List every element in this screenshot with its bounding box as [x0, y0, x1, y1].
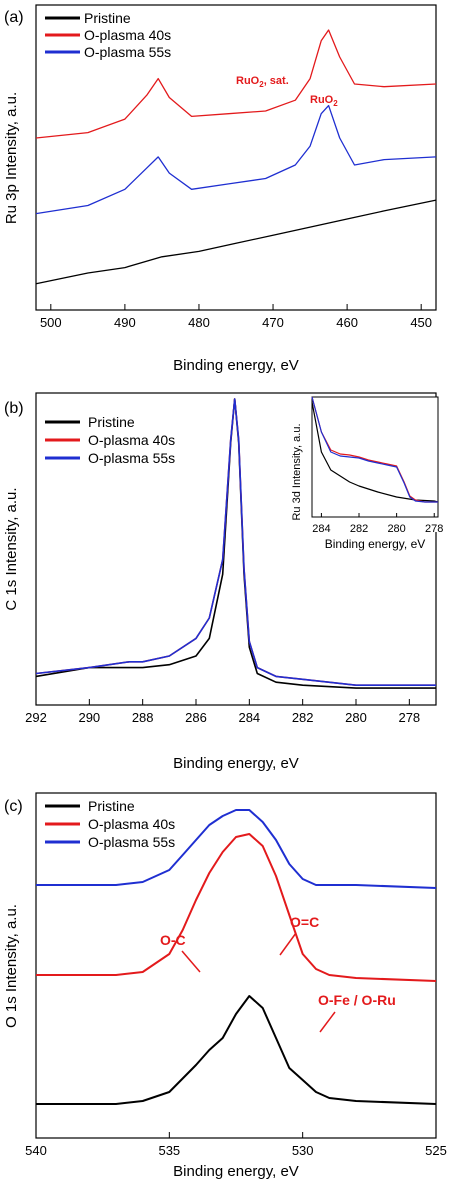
- inset-frame: [311, 396, 439, 518]
- panel-b-x-tick-label-4: 284: [238, 710, 260, 725]
- legend-a-o40-label: O-plasma 40s: [84, 27, 171, 43]
- panel-a-x-ticks: 500 490 480 470 460 450: [40, 304, 432, 330]
- panel-c-series: [36, 809, 437, 1105]
- panel-c-series-0: [36, 995, 437, 1105]
- annotation-o-eq-c: O=C: [290, 914, 319, 930]
- panel-b-series-2: [35, 398, 436, 687]
- panel-b-legend: Pristine O-plasma 40s O-plasma 55s: [45, 414, 175, 466]
- panel-b-frame: [35, 392, 437, 706]
- annotation-o-c-arrow: [181, 950, 201, 973]
- panel-a-letter: (a): [4, 9, 24, 26]
- panel-c-x-tick-label-0: 540: [25, 1143, 47, 1158]
- panel-a-xlabel: Binding energy, eV: [173, 357, 299, 374]
- annotation-o-fe-o-ru: O-Fe / O-Ru: [318, 992, 396, 1008]
- panel-c-legend: Pristine O-plasma 40s O-plasma 55s: [45, 798, 175, 850]
- panel-c-x-tick-label-2: 530: [292, 1143, 314, 1158]
- panel-b-ylabel: C 1s Intensity, a.u.: [3, 487, 20, 610]
- annotation-ruo2: RuO2: [310, 94, 338, 108]
- panel-c-annotations: O-C O=C O-Fe / O-Ru: [160, 914, 396, 1033]
- panel-b-x-tick-label-3: 286: [185, 710, 207, 725]
- panel-a-x-tick-label-1: 490: [114, 315, 136, 330]
- panel-b-x-tick-label-2: 288: [132, 710, 154, 725]
- legend-a-pristine-label: Pristine: [84, 10, 131, 26]
- annotation-o-eq-c-arrow: [279, 932, 297, 956]
- inset-x-tick-label-2: 280: [387, 523, 405, 535]
- panel-b-x-tick-label-0: 292: [25, 710, 47, 725]
- panel-a-series: [35, 29, 437, 285]
- panel-c-x-tick-label-3: 525: [425, 1143, 447, 1158]
- panel-c-series-2: [36, 809, 437, 889]
- legend-c-o40-label: O-plasma 40s: [88, 816, 175, 832]
- legend-c-o55-label: O-plasma 55s: [88, 834, 175, 850]
- panel-c-x-tick-label-1: 535: [158, 1143, 180, 1158]
- annotation-o-c: O-C: [160, 932, 186, 948]
- inset-x-tick-label-0: 284: [312, 523, 330, 535]
- panel-a-series-0: [35, 199, 437, 285]
- panel-a-x-tick-label-4: 460: [336, 315, 358, 330]
- panel-b-x-tick-label-7: 278: [398, 710, 420, 725]
- inset-xlabel: Binding energy, eV: [325, 537, 426, 551]
- panel-a-x-tick-label-3: 470: [262, 315, 284, 330]
- panel-a-x-tick-label-2: 480: [188, 315, 210, 330]
- panel-b-inset: 284 282 280 278 Binding energy, eV Ru 3d In…: [291, 396, 443, 551]
- inset-series: [311, 396, 439, 503]
- panel-b-x-tick-label-5: 282: [292, 710, 314, 725]
- inset-x-tick-label-1: 282: [350, 523, 368, 535]
- panel-a-x-tick-label-0: 500: [40, 315, 62, 330]
- panel-a-series-2: [35, 104, 437, 215]
- panel-c-frame: [35, 792, 437, 1139]
- legend-b-o55-label: O-plasma 55s: [88, 450, 175, 466]
- panel-b-x-ticks: 292 290 288 286 284 282 280 278: [25, 699, 420, 725]
- inset-series-0: [311, 401, 439, 503]
- panel-c-xlabel: Binding energy, eV: [173, 1163, 299, 1180]
- panel-a-annotations: RuO2, sat. RuO2: [236, 75, 338, 108]
- panel-a-legend: Pristine O-plasma 40s O-plasma 55s: [45, 10, 171, 60]
- inset-ylabel: Ru 3d Intensity, a.u.: [291, 423, 303, 520]
- inset-background: [312, 397, 438, 532]
- legend-b-pristine-label: Pristine: [88, 414, 135, 430]
- panel-b-x-tick-label-1: 290: [78, 710, 100, 725]
- panel-b-series: [35, 398, 436, 689]
- panel-c-letter: (c): [4, 798, 23, 815]
- panel-a-series-1: [35, 29, 437, 139]
- inset-x-tick-label-3: 278: [425, 523, 443, 535]
- legend-a-o55-label: O-plasma 55s: [84, 44, 171, 60]
- legend-c-pristine-label: Pristine: [88, 798, 135, 814]
- panel-a-x-tick-label-5: 450: [410, 315, 432, 330]
- panel-b-letter: (b): [4, 400, 24, 417]
- inset-series-2: [311, 396, 438, 503]
- annotation-ruo2-sat: RuO2, sat.: [236, 75, 289, 89]
- panel-c-x-ticks: 540 535 530 525: [25, 1132, 447, 1158]
- inset-x-ticks: 284 282 280 278: [312, 513, 443, 535]
- panel-b: (b) 292 290 288 286 284 282 280 278 Pristine O-…: [3, 392, 443, 772]
- panel-b-xlabel: Binding energy, eV: [173, 755, 299, 772]
- panel-b-x-tick-label-6: 280: [345, 710, 367, 725]
- panel-a-ylabel: Ru 3p Intensity, a.u.: [3, 92, 20, 224]
- panel-c-series-1: [36, 833, 437, 982]
- legend-b-o40-label: O-plasma 40s: [88, 432, 175, 448]
- panel-a: (a) 500 490 480 470 460 450 Pristine O-plasma…: [3, 4, 437, 374]
- annotation-o-fe-arrow: [319, 1011, 336, 1033]
- panel-c-ylabel: O 1s Intensity, a.u.: [3, 904, 20, 1028]
- panel-c: (c) 540 535 530 525 Pristine O-plasma 40s O…: [3, 792, 447, 1180]
